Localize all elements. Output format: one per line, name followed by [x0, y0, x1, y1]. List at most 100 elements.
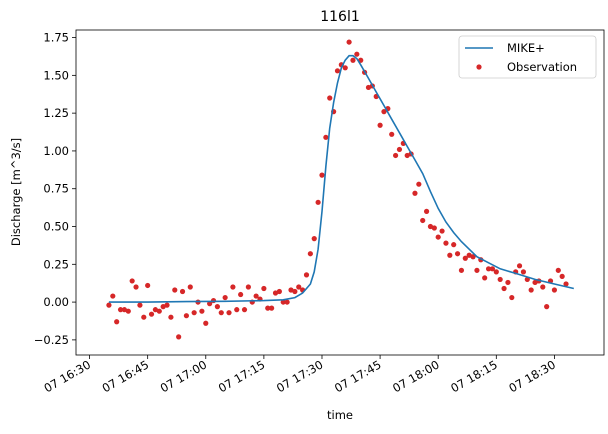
observation-point	[214, 304, 220, 310]
legend-dot-swatch	[476, 64, 482, 70]
observation-point	[276, 288, 282, 295]
x-tick-label: 07 18:00	[390, 357, 442, 395]
observation-point	[439, 228, 445, 234]
observation-point	[296, 284, 302, 290]
plot-area: −0.25 0.00 0.25 0.50 0.75 1.00 1.25 1.50 1.75 07…	[34, 29, 605, 395]
y-tick-label: 0.75	[43, 182, 69, 196]
observation-point	[311, 236, 317, 242]
x-tick-label: 07 16:45	[100, 357, 152, 395]
y-tick-label: 1.50	[43, 68, 69, 82]
observation-point	[156, 308, 162, 314]
observation-point	[125, 308, 131, 314]
observation-point	[187, 284, 193, 290]
observation-point	[280, 299, 286, 305]
observation-point	[392, 152, 399, 159]
x-tick-label: 07 17:30	[274, 357, 326, 395]
observation-point	[509, 294, 515, 301]
observation-point	[307, 251, 313, 257]
observation-point	[350, 57, 356, 63]
observation-point	[505, 279, 511, 286]
observation-point	[462, 255, 468, 261]
observation-point	[493, 269, 499, 275]
observation-point	[346, 39, 352, 45]
observation-point	[528, 287, 534, 293]
observation-point	[292, 288, 298, 295]
y-tick-label: 1.25	[43, 106, 69, 120]
y-tick-label: 0.00	[43, 295, 69, 309]
observation-point	[253, 293, 259, 299]
observation-point	[497, 276, 503, 283]
observation-point	[435, 234, 441, 240]
observation-point	[423, 208, 430, 214]
mike-plus-line	[108, 54, 574, 303]
x-tick-label: 07 16:30	[42, 357, 94, 395]
observation-point	[447, 252, 453, 258]
observation-point	[245, 284, 251, 290]
y-tick-label: 1.00	[43, 144, 69, 158]
y-tick-label: 0.50	[43, 220, 69, 234]
observation-point	[183, 313, 190, 319]
legend-box	[458, 35, 597, 79]
observation-point	[114, 319, 120, 325]
observation-point	[303, 272, 310, 278]
observation-point	[396, 146, 403, 153]
observation-point	[501, 285, 507, 292]
observation-point	[315, 199, 321, 205]
observation-point	[412, 190, 418, 196]
legend: MIKE+ Observation	[458, 35, 597, 79]
observation-point	[489, 266, 496, 272]
observation-point	[172, 287, 178, 293]
x-tick-label: 07 18:15	[448, 357, 500, 395]
observation-point	[145, 282, 151, 289]
observation-point	[443, 240, 449, 246]
observation-point	[482, 275, 488, 281]
observation-point	[234, 307, 240, 313]
observation-point	[179, 288, 186, 295]
observation-point	[563, 281, 569, 287]
observation-point	[416, 181, 422, 187]
observation-point	[222, 294, 228, 301]
observation-point	[164, 302, 170, 308]
observation-point	[218, 310, 224, 316]
observation-point	[327, 95, 333, 101]
observation-point	[168, 314, 174, 320]
observation-point	[207, 301, 213, 307]
observation-point	[261, 285, 267, 292]
observation-point	[458, 267, 465, 273]
observation-point	[137, 302, 143, 308]
observation-point	[420, 217, 426, 224]
observation-point	[230, 284, 236, 290]
y-axis: −0.25 0.00 0.25 0.50 0.75 1.00 1.25 1.50 1.75	[34, 31, 76, 347]
observation-point	[203, 320, 209, 326]
observation-point	[551, 287, 558, 293]
observation-point	[191, 310, 197, 316]
observation-point	[133, 284, 139, 290]
observation-point	[199, 308, 205, 314]
observation-point	[555, 267, 561, 273]
observation-point	[141, 314, 147, 320]
observation-point	[110, 293, 116, 299]
observation-point	[238, 291, 244, 298]
observation-point	[319, 172, 325, 178]
observation-point	[323, 134, 329, 140]
observation-point	[389, 131, 395, 137]
observation-point	[284, 299, 290, 305]
observation-point	[226, 310, 232, 316]
observation-point	[265, 305, 271, 311]
plot-frame	[75, 29, 605, 356]
observation-point	[106, 302, 112, 308]
y-tick-label: 1.75	[43, 31, 69, 45]
observation-point	[516, 263, 523, 269]
observation-point	[381, 109, 387, 115]
observation-point	[176, 334, 182, 340]
x-tick-label: 07 18:30	[506, 357, 558, 395]
observation-point	[431, 225, 437, 231]
y-tick-label: −0.25	[34, 333, 69, 347]
x-tick-label: 07 17:00	[158, 357, 210, 395]
observation-point	[354, 51, 360, 57]
observation-point	[540, 284, 546, 290]
observation-point	[241, 307, 248, 313]
x-tick-label: 07 17:15	[216, 357, 268, 395]
observation-point	[451, 242, 457, 248]
x-tick-label: 07 17:45	[332, 357, 384, 395]
